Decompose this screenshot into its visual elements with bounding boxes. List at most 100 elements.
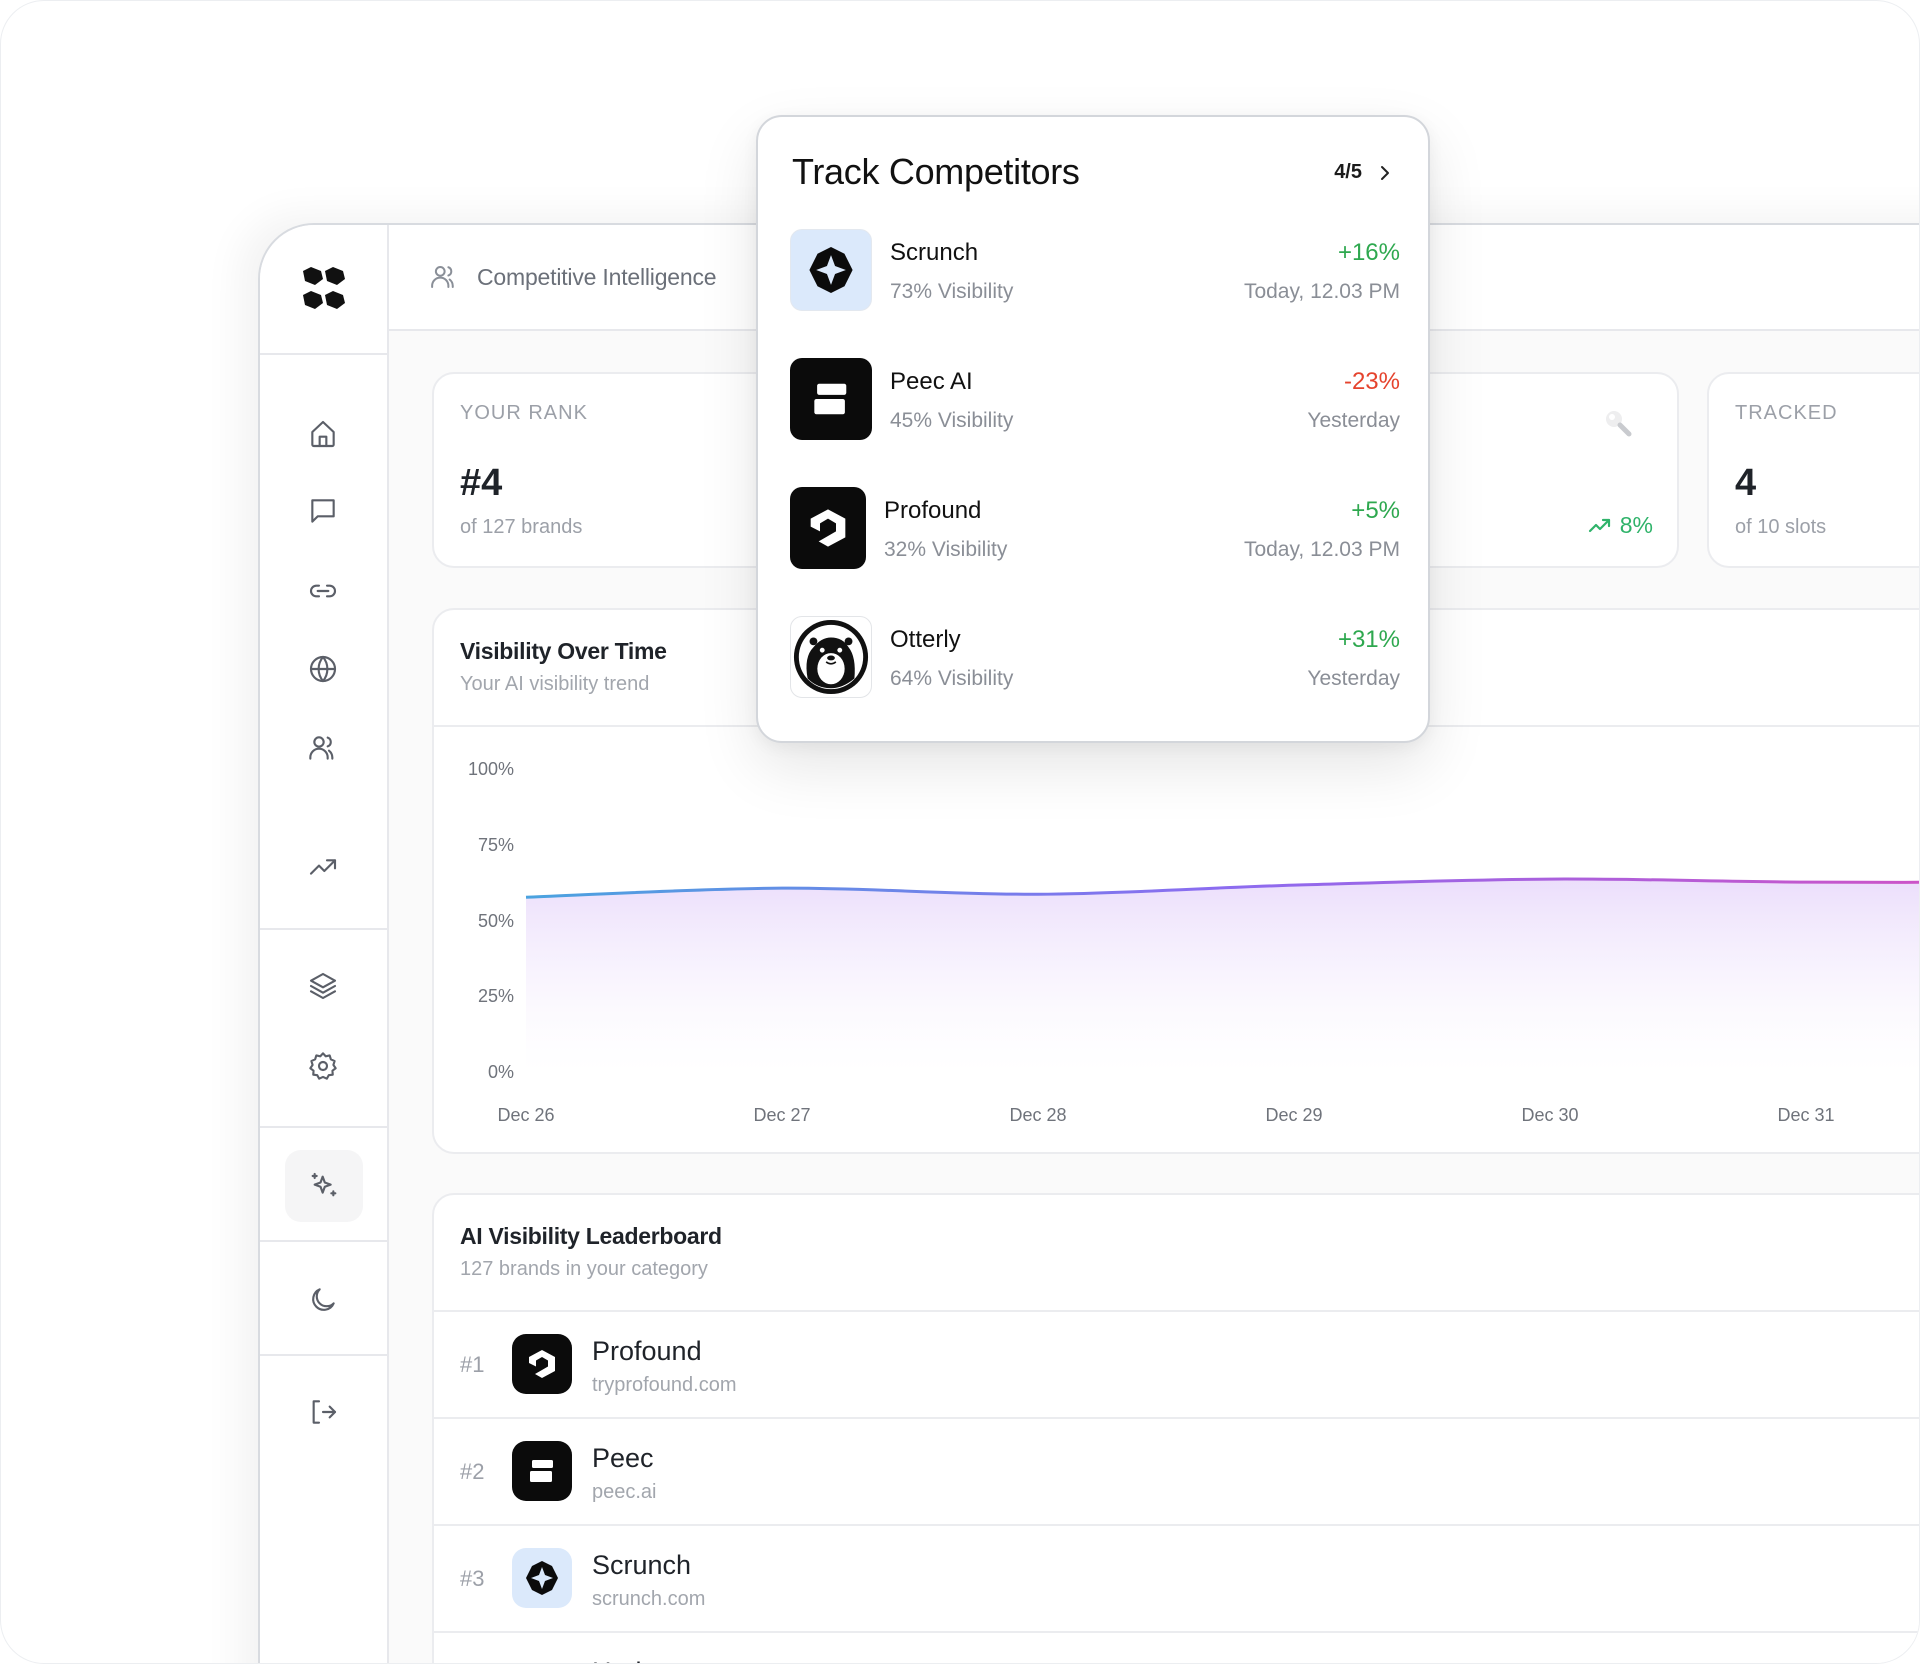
rank-label: YOUR RANK — [460, 402, 588, 424]
sidebar-item-competitors[interactable] — [291, 716, 355, 780]
leaderboard-subtitle: 127 brands in your category — [460, 1258, 708, 1280]
brand-domain: peec.ai — [592, 1481, 657, 1503]
x-axis-label: Dec 30 — [1521, 1105, 1579, 1125]
track-competitors-popup: Track Competitors 4/5 Scrunch 73% Visibi… — [756, 115, 1430, 743]
competitor-delta: +16% — [1337, 239, 1400, 266]
rank-number: #1 — [460, 1352, 485, 1377]
competitor-row[interactable]: Peec AI 45% Visibility -23% Yesterday — [790, 358, 1400, 442]
leaderboard-row[interactable]: #1 Profound tryprofound.com — [434, 1310, 1919, 1417]
popup-page-count: 4/5 — [1334, 161, 1362, 183]
brand-name: Profound — [592, 1336, 702, 1366]
chart-line — [525, 877, 1919, 899]
sidebar-item-links[interactable] — [291, 559, 355, 623]
sidebar-item-home[interactable] — [291, 402, 355, 466]
leaderboard-card: AI Visibility Leaderboard 127 brands in … — [432, 1193, 1919, 1663]
sidebar-item-layers[interactable] — [291, 954, 355, 1018]
visibility-chart[interactable]: 100% 75% 50% 25% 0% Dec 26 Dec 27 Dec 28 Dec 29 D… — [434, 727, 1919, 1154]
sidebar-divider — [260, 1240, 387, 1242]
sidebar-divider — [260, 1354, 387, 1356]
competitor-delta: +31% — [1337, 626, 1400, 653]
profound-logo-icon — [529, 1350, 555, 1378]
scrunch-logo-icon — [526, 1561, 558, 1595]
brand-name: Peec — [592, 1443, 654, 1473]
brand-name: HarborYou — [592, 1657, 724, 1663]
peec-logo-icon — [814, 383, 847, 415]
tracked-sub: of 10 slots — [1735, 516, 1827, 538]
sidebar — [260, 225, 389, 1663]
trending-up-icon — [1588, 518, 1610, 532]
gear-icon — [309, 1052, 337, 1080]
competitor-row[interactable]: Scrunch 73% Visibility +16% Today, 12.03… — [790, 229, 1400, 313]
competitor-name: Profound — [884, 497, 982, 524]
scrunch-logo — [790, 229, 872, 311]
leaderboard-row[interactable]: #2 Peec peec.ai — [434, 1417, 1919, 1524]
competitor-visibility: 73% Visibility — [890, 280, 1014, 303]
otterly-logo — [790, 616, 872, 698]
tracked-stat-card: TRACKED 4 of 10 slots — [1707, 372, 1919, 568]
chart-title: Visibility Over Time — [460, 638, 667, 664]
chevron-right-icon — [1381, 165, 1389, 180]
competitor-visibility: 32% Visibility — [884, 538, 1008, 561]
message-square-icon — [311, 499, 335, 523]
chart-area-fill — [526, 879, 1919, 1073]
competitor-updated: Yesterday — [1307, 409, 1400, 432]
sidebar-item-logout[interactable] — [291, 1380, 355, 1444]
leaderboard-row-you[interactable]: #4 HarborYou — [434, 1631, 1919, 1663]
tracked-label: TRACKED — [1735, 402, 1838, 424]
peec-logo — [512, 1441, 572, 1501]
popup-pager-next[interactable]: 4/5 — [1334, 161, 1394, 184]
logout-icon — [312, 1400, 337, 1424]
home-icon — [311, 420, 335, 448]
competitor-name: Otterly — [890, 626, 961, 653]
sidebar-item-theme[interactable] — [291, 1268, 355, 1332]
sidebar-item-assistant[interactable] — [285, 1150, 363, 1222]
chart-subtitle: Your AI visibility trend — [460, 673, 650, 695]
sidebar-item-chat[interactable] — [291, 479, 355, 543]
competitor-visibility: 64% Visibility — [890, 667, 1014, 690]
scrunch-logo — [512, 1548, 572, 1608]
profound-logo — [790, 487, 866, 569]
competitor-row[interactable]: Otterly 64% Visibility +31% Yesterday — [790, 616, 1400, 700]
y-axis-label: 25% — [477, 986, 514, 1007]
rank-value: #4 — [460, 462, 503, 504]
rank-sub: of 127 brands — [460, 516, 583, 538]
y-axis-label: 75% — [477, 834, 514, 855]
users-icon — [431, 266, 454, 288]
x-axis-label: Dec 26 — [497, 1105, 555, 1125]
brand-domain: scrunch.com — [592, 1588, 706, 1610]
scrunch-logo-icon — [809, 247, 853, 293]
leaderboard-row[interactable]: #3 Scrunch scrunch.com — [434, 1524, 1919, 1631]
chart-plot — [525, 877, 1919, 1073]
brand-logo[interactable] — [260, 225, 387, 355]
y-axis-label: 0% — [487, 1062, 514, 1082]
competitor-updated: Today, 12.03 PM — [1243, 538, 1400, 561]
x-axis-label: Dec 28 — [1009, 1105, 1067, 1125]
visibility-trend: 8% — [1588, 512, 1653, 539]
profound-logo-icon — [810, 509, 846, 547]
sidebar-divider — [260, 928, 387, 930]
competitor-row[interactable]: Profound 32% Visibility +5% Today, 12.03… — [790, 487, 1400, 571]
sidebar-item-settings[interactable] — [291, 1034, 355, 1098]
visibility-trend-value: 8% — [1619, 512, 1653, 538]
otterly-logo-icon — [793, 619, 869, 695]
brand-name-text: Harbor — [592, 1657, 675, 1663]
sidebar-divider — [260, 1126, 387, 1128]
rank-number: #3 — [460, 1566, 485, 1591]
leaderboard-title: AI Visibility Leaderboard — [460, 1223, 722, 1249]
x-axis-label: Dec 31 — [1777, 1105, 1835, 1125]
search-icon — [1606, 411, 1632, 437]
sidebar-item-web[interactable] — [291, 637, 355, 701]
peec-logo-icon — [530, 1460, 553, 1482]
brand-logo-icon — [302, 267, 345, 309]
moon-icon — [312, 1288, 335, 1311]
competitor-delta: -23% — [1343, 368, 1400, 395]
profound-logo — [512, 1334, 572, 1394]
link-icon — [310, 584, 336, 598]
competitor-name: Scrunch — [890, 239, 979, 266]
competitor-updated: Today, 12.03 PM — [1243, 280, 1400, 303]
brand-name: Scrunch — [592, 1550, 692, 1580]
globe-icon — [309, 655, 337, 683]
brand-domain: tryprofound.com — [592, 1374, 737, 1396]
sidebar-item-trends[interactable] — [291, 835, 355, 899]
x-axis-label: Dec 27 — [753, 1105, 811, 1125]
